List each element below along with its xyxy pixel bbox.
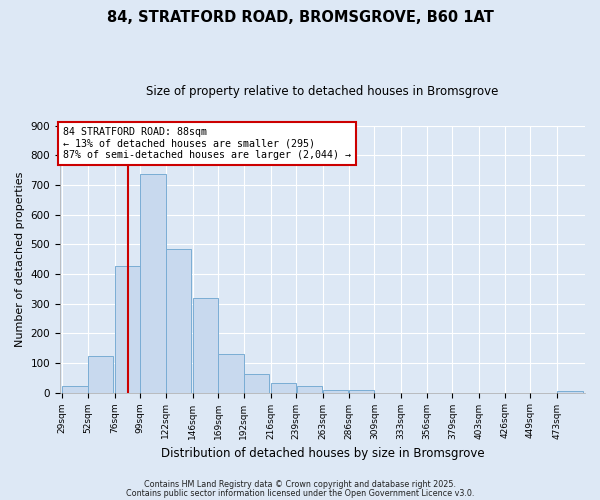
Text: 84, STRATFORD ROAD, BROMSGROVE, B60 1AT: 84, STRATFORD ROAD, BROMSGROVE, B60 1AT	[107, 10, 493, 25]
Bar	[115, 266, 140, 392]
Bar	[323, 390, 349, 392]
Text: Contains public sector information licensed under the Open Government Licence v3: Contains public sector information licen…	[126, 488, 474, 498]
Text: 84 STRATFORD ROAD: 88sqm
← 13% of detached houses are smaller (295)
87% of semi-: 84 STRATFORD ROAD: 88sqm ← 13% of detach…	[63, 127, 351, 160]
Bar	[62, 386, 88, 392]
Bar	[557, 391, 583, 392]
Title: Size of property relative to detached houses in Bromsgrove: Size of property relative to detached ho…	[146, 85, 499, 98]
Bar	[166, 248, 191, 392]
Bar	[218, 354, 244, 393]
Y-axis label: Number of detached properties: Number of detached properties	[15, 172, 25, 347]
Bar	[244, 374, 269, 392]
Bar	[88, 356, 113, 392]
X-axis label: Distribution of detached houses by size in Bromsgrove: Distribution of detached houses by size …	[161, 447, 484, 460]
Bar	[271, 383, 296, 392]
Bar	[193, 298, 218, 392]
Text: Contains HM Land Registry data © Crown copyright and database right 2025.: Contains HM Land Registry data © Crown c…	[144, 480, 456, 489]
Bar	[140, 174, 166, 392]
Bar	[349, 390, 374, 392]
Bar	[296, 386, 322, 392]
